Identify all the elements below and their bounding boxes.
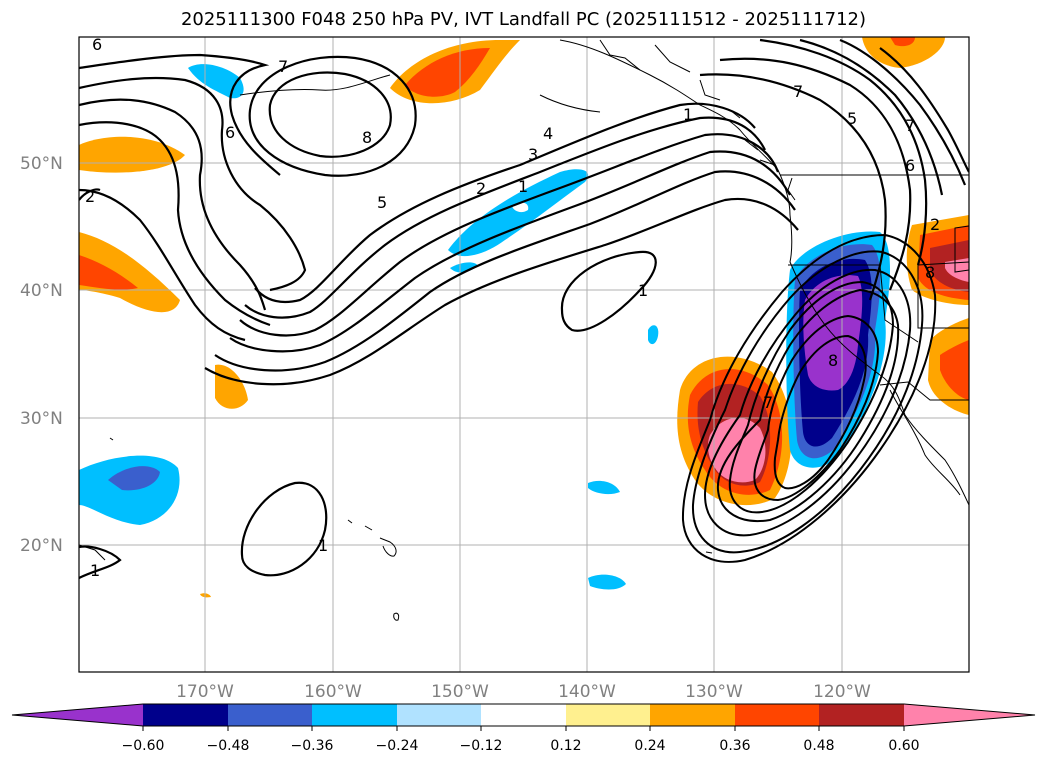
- contour-label: 6: [905, 156, 915, 175]
- contour-label: 7: [278, 57, 288, 76]
- colorbar-segment: [735, 704, 819, 726]
- contour-label: 2: [930, 215, 940, 234]
- contour-label: 5: [377, 193, 387, 212]
- colorbar-tick-label: 0.48: [803, 738, 834, 754]
- colorbar-segment: [143, 704, 228, 726]
- lat-label: 30°N: [20, 409, 63, 429]
- map-frame: [78, 36, 970, 673]
- contour-label: 3: [528, 145, 538, 164]
- contour-label: 1: [683, 105, 693, 124]
- contour-label: 8: [925, 263, 935, 282]
- pv-contours: [79, 38, 969, 579]
- lon-label: 130°W: [685, 682, 743, 702]
- colorbar-tick-label: −0.36: [291, 738, 334, 754]
- colorbar-extend-right: [904, 704, 1035, 726]
- contour-label: 7: [763, 393, 773, 412]
- contour-label: 1: [638, 281, 648, 300]
- contour-label: 5: [847, 109, 857, 128]
- contour-label: 7: [905, 116, 915, 135]
- contour-label: 2: [85, 187, 95, 206]
- colorbar: −0.60 −0.48 −0.36 −0.24 −0.12 0.12 0.24 …: [11, 703, 1036, 754]
- contour-labels: 6 7 8 6 5 4 3 2 1 2 1 1 1 7 5 6 7 8 8 7 …: [85, 35, 940, 580]
- longitude-labels: 170°W 160°W 150°W 140°W 130°W 120°W: [176, 682, 871, 702]
- colorbar-tick-label: 0.12: [550, 738, 581, 754]
- colorbar-extend-left: [12, 704, 143, 726]
- contour-label: 1: [90, 561, 100, 580]
- colorbar-tick-label: −0.12: [460, 738, 503, 754]
- lon-label: 150°W: [431, 682, 489, 702]
- lat-label: 40°N: [20, 281, 63, 301]
- figure-title: 2025111300 F048 250 hPa PV, IVT Landfall…: [180, 9, 867, 30]
- colorbar-segment: [312, 704, 397, 726]
- colorbar-segment: [819, 704, 904, 726]
- contour-label: 1: [318, 536, 328, 555]
- latitude-labels: 50°N 40°N 30°N 20°N: [20, 154, 63, 556]
- contour-label: 2: [476, 179, 486, 198]
- colorbar-tick-label: 0.36: [719, 738, 750, 754]
- contour-label: 8: [362, 128, 372, 147]
- colorbar-segment: [566, 704, 650, 726]
- ivt-shading: [79, 37, 969, 598]
- contour-label: 4: [543, 124, 553, 143]
- lon-label: 120°W: [813, 682, 871, 702]
- contour-label: 6: [225, 123, 235, 142]
- colorbar-segment: [397, 704, 481, 726]
- colorbar-tick-label: 0.24: [634, 738, 665, 754]
- contour-label: 6: [92, 35, 102, 54]
- colorbar-tick-label: −0.48: [207, 738, 250, 754]
- lon-label: 170°W: [176, 682, 234, 702]
- contour-label: 8: [828, 351, 838, 370]
- colorbar-tick-label: −0.60: [122, 738, 165, 754]
- lon-label: 160°W: [304, 682, 362, 702]
- colorbar-segment: [228, 704, 312, 726]
- lon-label: 140°W: [558, 682, 616, 702]
- colorbar-tick-label: −0.24: [376, 738, 419, 754]
- colorbar-tick-label: 0.60: [888, 738, 919, 754]
- lat-label: 20°N: [20, 536, 63, 556]
- colorbar-segment: [481, 704, 566, 726]
- colorbar-segment: [650, 704, 735, 726]
- contour-label: 7: [793, 82, 803, 101]
- contour-label: 1: [518, 177, 528, 196]
- lat-label: 50°N: [20, 154, 63, 174]
